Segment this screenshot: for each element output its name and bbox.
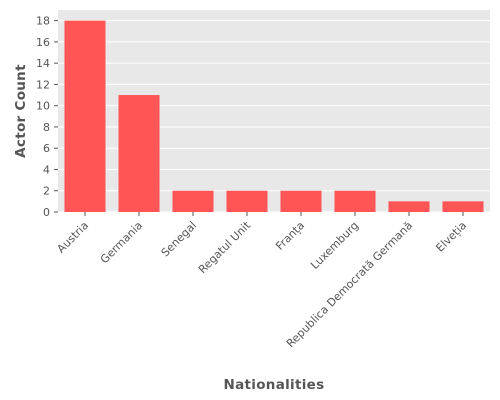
y-tick-label: 12 — [36, 78, 50, 91]
y-axis-title: Actor Count — [13, 64, 29, 158]
bar — [226, 190, 268, 212]
bar — [280, 190, 322, 212]
y-tick-label: 18 — [36, 15, 50, 28]
x-tick-label: Franța — [273, 219, 307, 253]
y-tick-label: 6 — [43, 142, 50, 155]
bar — [334, 190, 376, 212]
x-tick-label: Austria — [54, 219, 91, 256]
bar — [64, 20, 106, 213]
y-tick-label: 10 — [36, 100, 50, 113]
x-tick-label: Germania — [98, 219, 145, 266]
x-tick-label: Senegal — [159, 219, 200, 260]
bars — [64, 20, 484, 213]
bar — [442, 201, 484, 212]
bar — [172, 190, 214, 212]
y-tick-label: 2 — [43, 185, 50, 198]
bar — [388, 201, 430, 212]
y-tick-label: 4 — [43, 163, 50, 176]
x-tick-label: Regatul Unit — [196, 218, 254, 276]
x-tick-label: Luxemburg — [308, 219, 361, 272]
y-tick-label: 8 — [43, 121, 50, 134]
bar — [118, 95, 160, 212]
y-tick-label: 16 — [36, 36, 50, 49]
y-tick-label: 14 — [36, 57, 50, 70]
y-axis-ticks: 0 2 4 6 8 10 12 14 16 18 — [36, 15, 58, 219]
y-tick-label: 0 — [43, 206, 50, 219]
x-axis-title: Nationalities — [224, 377, 325, 393]
x-tick-label: Elveția — [433, 219, 469, 255]
